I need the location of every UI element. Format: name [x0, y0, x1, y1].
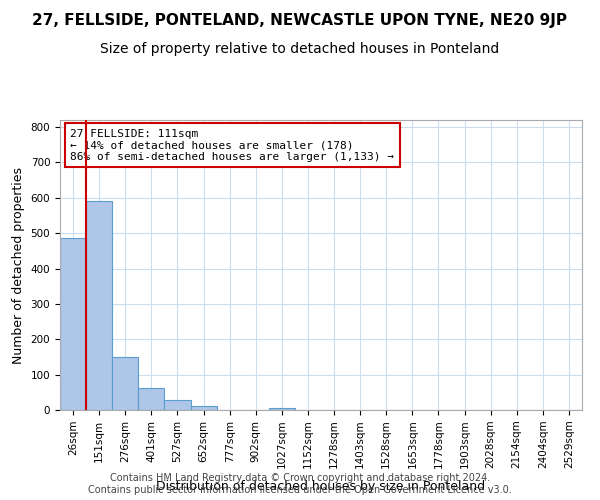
Text: Size of property relative to detached houses in Ponteland: Size of property relative to detached ho…	[100, 42, 500, 56]
Bar	[191, 406, 217, 410]
Text: 27, FELLSIDE, PONTELAND, NEWCASTLE UPON TYNE, NE20 9JP: 27, FELLSIDE, PONTELAND, NEWCASTLE UPON …	[32, 12, 568, 28]
X-axis label: Distribution of detached houses by size in Ponteland: Distribution of detached houses by size …	[157, 480, 485, 492]
Text: Contains HM Land Registry data © Crown copyright and database right 2024.
Contai: Contains HM Land Registry data © Crown c…	[88, 474, 512, 495]
Text: 27 FELLSIDE: 111sqm
← 14% of detached houses are smaller (178)
86% of semi-detac: 27 FELLSIDE: 111sqm ← 14% of detached ho…	[70, 128, 394, 162]
Bar	[139, 388, 164, 410]
Bar	[60, 238, 86, 410]
Bar	[112, 357, 139, 410]
Bar	[269, 408, 295, 410]
Bar	[164, 400, 191, 410]
Y-axis label: Number of detached properties: Number of detached properties	[12, 166, 25, 364]
Bar	[86, 202, 112, 410]
